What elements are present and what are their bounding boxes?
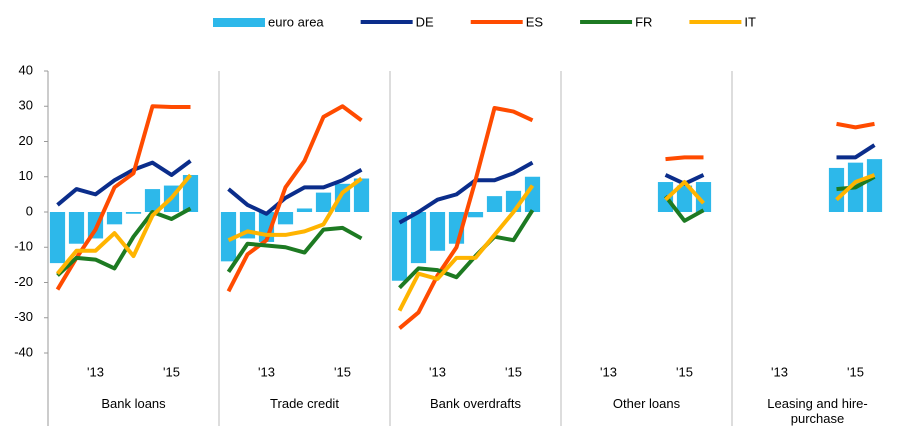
y-tick-label: 0: [26, 203, 33, 218]
line: [226, 225, 363, 274]
x-tick-label: '13: [258, 364, 275, 379]
bar: [429, 212, 446, 251]
panel-label: Other loans: [612, 396, 681, 411]
bar: [182, 174, 199, 212]
legend-label: ES: [526, 14, 544, 29]
x-tick-label: '15: [505, 364, 522, 379]
bar: [296, 208, 313, 212]
legend-label: IT: [744, 14, 756, 29]
bar: [524, 176, 541, 212]
y-tick-label: -40: [14, 344, 33, 359]
line: [55, 104, 191, 291]
bar: [676, 185, 693, 212]
line: [56, 206, 192, 277]
x-tick-label: '13: [600, 364, 617, 379]
bar: [220, 212, 237, 262]
line: [663, 194, 705, 223]
line: [227, 176, 363, 243]
legend-swatch: [213, 18, 265, 27]
y-tick-label: 30: [19, 98, 33, 113]
panel-label: Leasing and hire-purchase: [767, 396, 868, 426]
bar: [125, 212, 142, 214]
x-tick-label: '15: [163, 364, 180, 379]
line: [227, 167, 363, 216]
line: [397, 184, 535, 312]
line: [835, 173, 876, 202]
bar: [49, 212, 66, 264]
bar: [315, 192, 332, 212]
bar: [277, 212, 294, 225]
bar: [106, 212, 123, 225]
bar: [486, 196, 503, 212]
x-tick-label: '13: [429, 364, 446, 379]
legend-label: FR: [635, 14, 652, 29]
bar: [391, 212, 408, 281]
y-tick-label: 40: [19, 62, 33, 77]
line: [56, 159, 192, 207]
bar: [68, 212, 85, 244]
line: [836, 143, 876, 160]
panel-label: Bank loans: [101, 396, 166, 411]
line: [55, 173, 193, 275]
bar: [144, 189, 161, 212]
bar: [410, 212, 427, 264]
line: [665, 155, 704, 162]
bar: [353, 178, 370, 212]
y-tick-label: -30: [14, 309, 33, 324]
bar: [866, 159, 883, 212]
line: [398, 160, 534, 225]
y-tick-label: -10: [14, 239, 33, 254]
x-tick-label: '13: [771, 364, 788, 379]
bar: [695, 182, 712, 212]
bar: [467, 212, 484, 218]
panel-label: Bank overdrafts: [429, 396, 522, 411]
x-tick-label: '13: [87, 364, 104, 379]
line: [664, 180, 705, 205]
line: [398, 209, 535, 290]
line: [836, 175, 876, 192]
y-tick-label: 20: [19, 133, 33, 148]
y-tick-label: 10: [19, 168, 33, 183]
bar: [828, 167, 845, 212]
line: [836, 121, 875, 130]
line: [398, 106, 534, 330]
legend-label: DE: [416, 14, 434, 29]
panel-label: Trade credit: [270, 396, 339, 411]
x-tick-label: '15: [847, 364, 864, 379]
y-tick-label: -20: [14, 274, 33, 289]
x-tick-label: '15: [676, 364, 693, 379]
line: [226, 104, 363, 293]
x-tick-label: '15: [334, 364, 351, 379]
legend-label: euro area: [268, 14, 324, 29]
